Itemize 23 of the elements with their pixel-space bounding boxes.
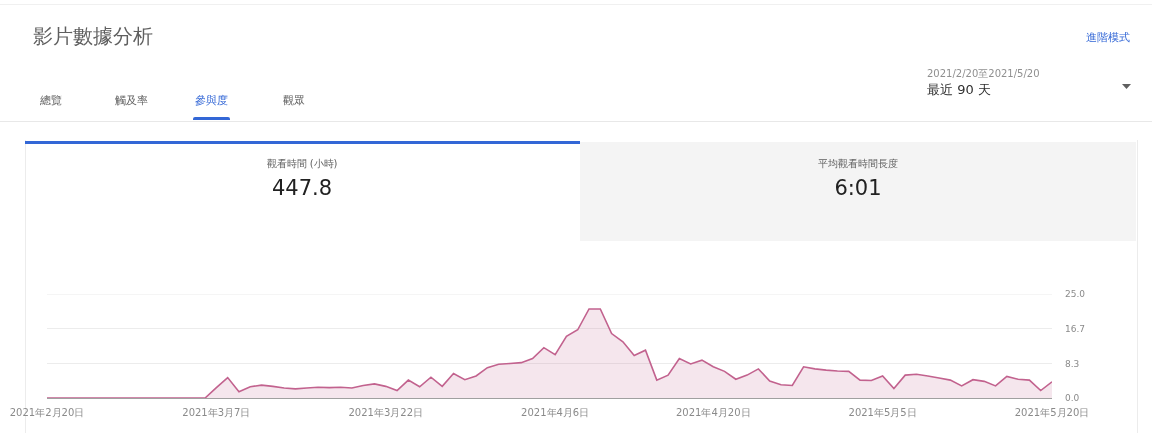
text: 2021/2/20至2021/5/20	[927, 68, 1040, 80]
x-tick-label: 2021年4月6日	[521, 407, 590, 418]
text: 觀眾	[283, 94, 305, 108]
x-tick-label: 2021年5月5日	[848, 407, 917, 418]
text: 觸及率	[115, 94, 148, 108]
x-tick-label: 2021年3月7日	[182, 407, 251, 418]
text: 觀看時間 (小時)	[266, 158, 338, 170]
text: 參與度	[195, 94, 228, 108]
y-tick-label: 8.3	[1065, 358, 1080, 369]
x-tick-label: 2021年5月20日	[1014, 407, 1090, 418]
chart-title: 影片數據分析	[33, 24, 153, 48]
text: 總覽	[40, 94, 62, 108]
x-tick-label: 2021年4月20日	[675, 407, 751, 418]
text: 最近 90 天	[927, 82, 991, 98]
text: 447.8	[271, 176, 333, 202]
text: 進階模式	[1086, 31, 1130, 45]
text: 6:01	[834, 176, 882, 202]
y-tick-label: 16.7	[1065, 323, 1086, 334]
x-tick-label: 2021年2月20日	[9, 407, 85, 418]
y-tick-label: 0.0	[1065, 393, 1080, 404]
x-tick-label: 2021年3月22日	[348, 407, 424, 418]
text: 平均觀看時間長度	[818, 158, 898, 170]
y-tick-label: 25.0	[1065, 289, 1086, 300]
